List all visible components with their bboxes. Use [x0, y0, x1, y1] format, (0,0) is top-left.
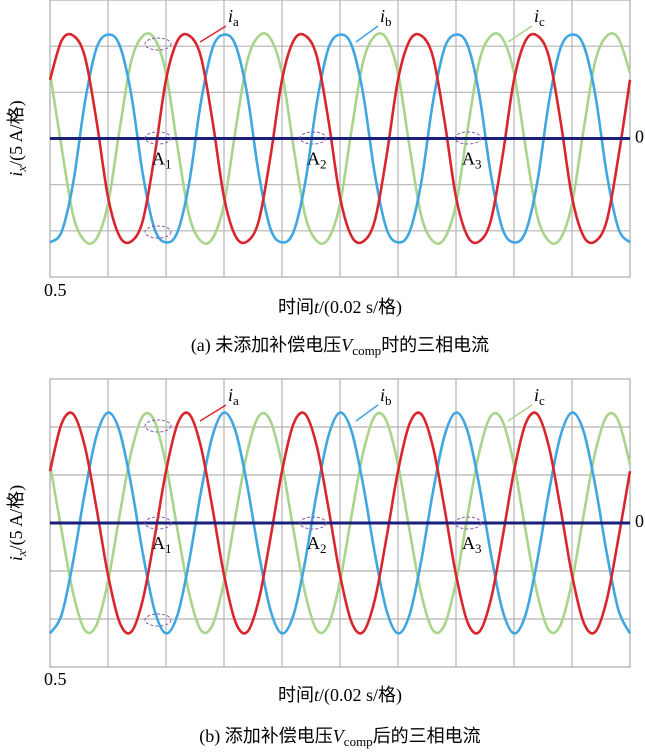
x-axis-label: 时间t/(0.02 s/格) — [278, 297, 402, 318]
highlight-ellipse — [144, 131, 172, 145]
highlight-ellipse — [454, 131, 482, 145]
y-axis-label: ix/(5 A/格) — [6, 100, 29, 176]
label-leader — [507, 25, 533, 43]
annotation: A3 — [462, 533, 482, 556]
series-label: ib — [380, 385, 392, 408]
label-leader — [507, 404, 533, 422]
x-tick-label: 0.5 — [44, 280, 67, 300]
series-line — [48, 32, 632, 245]
series-label: ia — [228, 6, 239, 29]
highlight-ellipse — [299, 516, 327, 530]
series-label: ib — [380, 6, 392, 29]
y-axis-label: ix/(5 A/格) — [6, 485, 29, 561]
label-leader — [355, 404, 379, 422]
series-line — [48, 411, 632, 635]
annotation: A2 — [307, 149, 327, 172]
label-leader — [199, 25, 227, 43]
series-line — [48, 411, 632, 635]
series-label: ic — [534, 6, 545, 29]
y-tick-label: 0 — [635, 511, 644, 531]
highlight-ellipse — [144, 516, 172, 530]
x-tick-label: 0.5 — [44, 669, 67, 689]
label-leader — [199, 404, 227, 422]
series-label: ia — [228, 385, 239, 408]
caption: (b) 添加补偿电压Vcomp后的三相电流 — [199, 726, 480, 749]
highlight-ellipse — [454, 516, 482, 530]
series-line — [48, 411, 632, 635]
series-label: ic — [534, 385, 545, 408]
highlight-ellipse — [144, 37, 172, 51]
highlight-ellipse — [144, 419, 172, 433]
highlight-ellipse — [144, 613, 172, 627]
highlight-ellipse — [144, 225, 172, 239]
highlight-ellipse — [299, 131, 327, 145]
x-axis-label: 时间t/(0.02 s/格) — [278, 685, 402, 706]
annotation: A2 — [307, 533, 327, 556]
caption: (a) 未添加补偿电压Vcomp时的三相电流 — [191, 335, 489, 358]
annotation: A1 — [152, 533, 172, 556]
annotation: A1 — [152, 149, 172, 172]
label-leader — [355, 25, 379, 43]
series-line — [48, 32, 632, 245]
y-tick-label: 0 — [635, 127, 644, 147]
series-line — [49, 33, 631, 244]
annotation: A3 — [462, 149, 482, 172]
